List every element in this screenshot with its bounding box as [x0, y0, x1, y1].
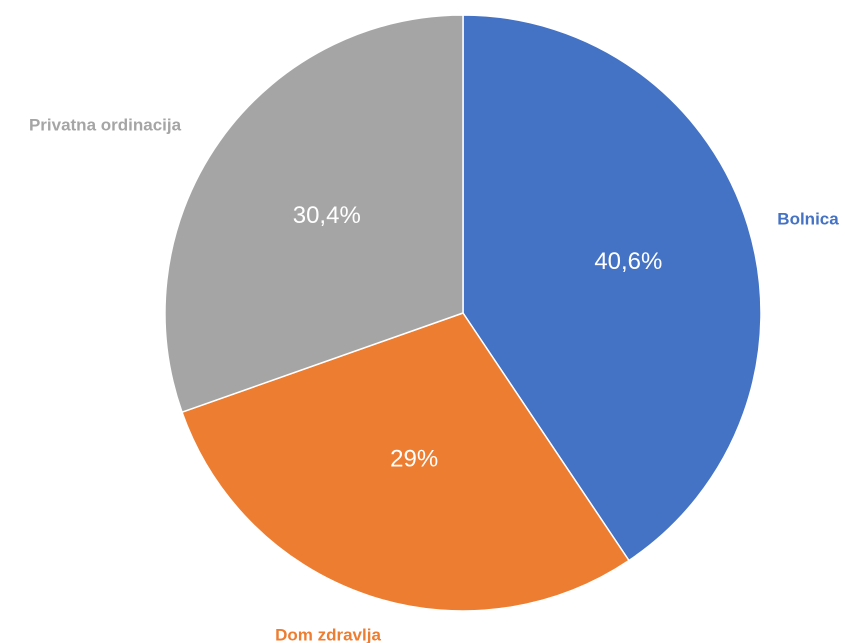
category-label-dom-zdravlja: Dom zdravlja — [275, 625, 381, 643]
slice-value-label-bolnica: 40,6% — [594, 248, 662, 275]
pie-slice-dom-zdravlja — [181, 312, 630, 612]
pie-slice-bolnica — [462, 14, 762, 562]
pie-slice-privatna-ordinacija — [164, 14, 464, 414]
slice-value-label-privatna-ordinacija: 30,4% — [293, 202, 361, 229]
slice-value-label-dom-zdravlja: 29% — [390, 445, 438, 472]
category-label-bolnica: Bolnica — [777, 209, 839, 228]
category-label-privatna-ordinacija: Privatna ordinacija — [29, 115, 182, 134]
